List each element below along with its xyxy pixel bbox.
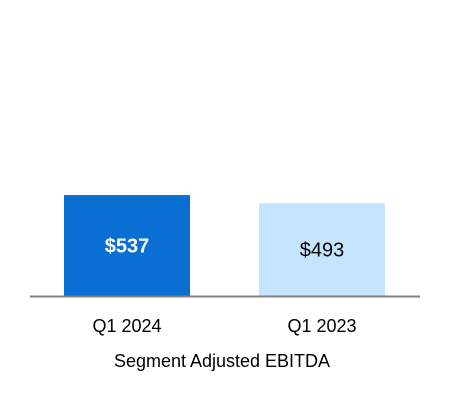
value-labels-group: $537 $493: [105, 236, 345, 262]
data-label-q1-2024: $537: [105, 236, 150, 258]
bar-q1-2024: [64, 195, 190, 296]
bars-group: [64, 195, 385, 296]
x-tick-label-q1-2024: Q1 2024: [92, 316, 161, 336]
x-tick-label-q1-2023: Q1 2023: [287, 316, 356, 336]
tick-labels-group: Q1 2024 Q1 2023: [92, 316, 356, 336]
bar-q1-2023: [259, 203, 385, 296]
x-axis-title: Segment Adjusted EBITDA: [114, 351, 330, 371]
data-label-q1-2023: $493: [300, 240, 345, 262]
